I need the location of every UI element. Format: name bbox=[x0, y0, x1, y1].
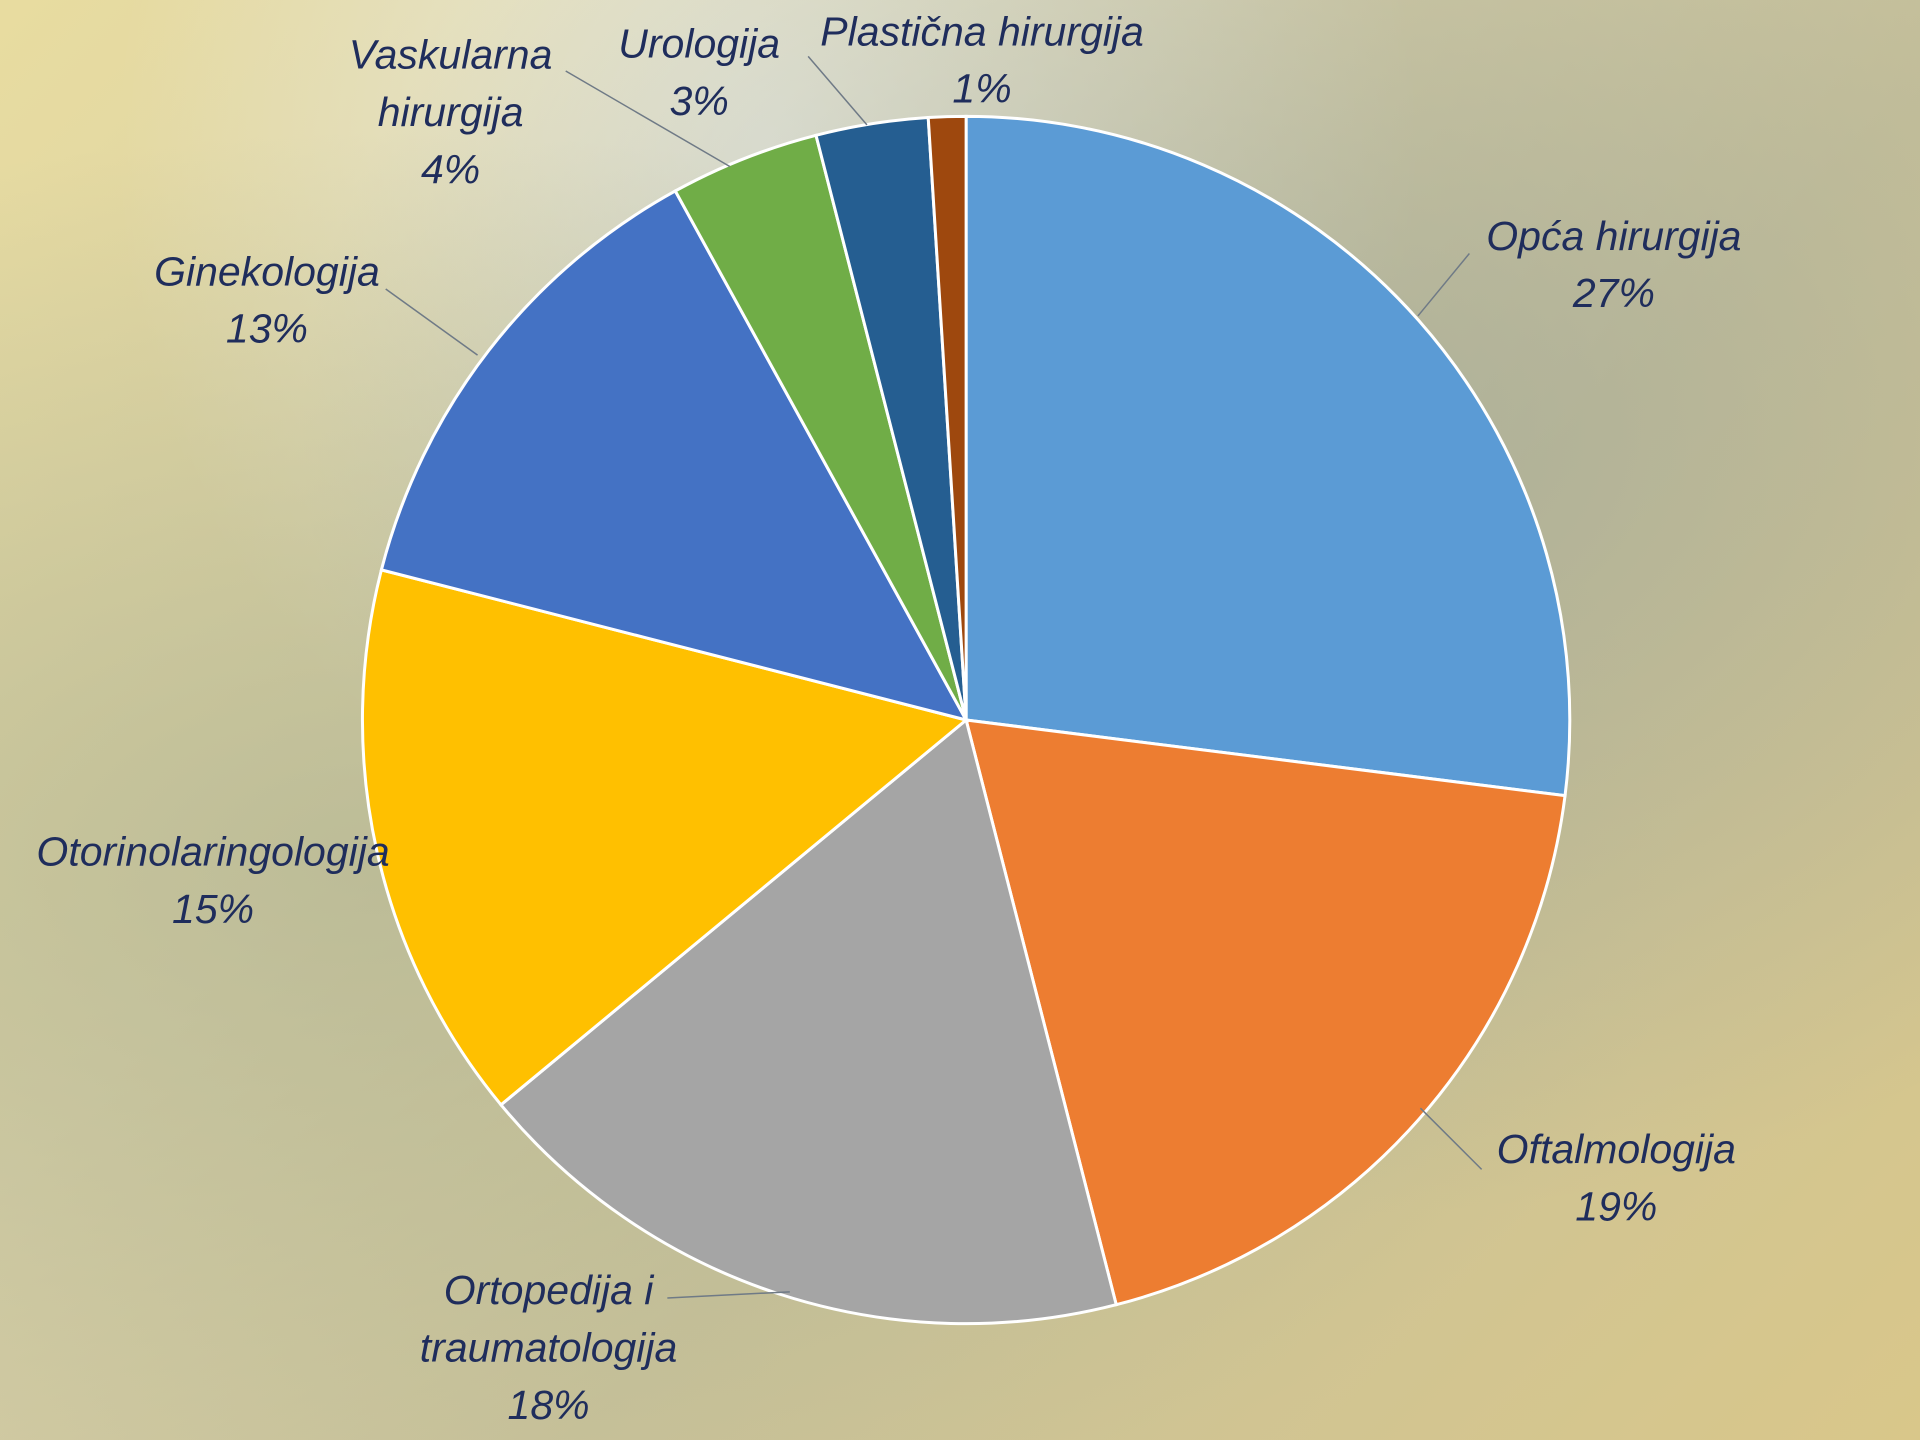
label-line: Ortopedija i bbox=[444, 1267, 656, 1313]
category-label: Ginekologija bbox=[154, 248, 380, 294]
label-line: Vaskularna bbox=[349, 31, 553, 77]
label-line: traumatologija bbox=[420, 1324, 678, 1370]
pie-slice bbox=[926, 114, 968, 721]
value-label: 18% bbox=[508, 1382, 590, 1428]
pie-slice bbox=[964, 718, 1567, 1307]
category-label: Ortopedija i traumatologija bbox=[420, 1267, 678, 1371]
leader-line bbox=[1417, 252, 1470, 317]
category-label: Urologija bbox=[618, 20, 780, 66]
value-label: 4% bbox=[421, 146, 480, 192]
value-label: 13% bbox=[226, 306, 308, 352]
leader-line bbox=[385, 288, 478, 356]
leader-line bbox=[565, 70, 731, 168]
leader-line bbox=[667, 1291, 790, 1299]
pie-slice bbox=[361, 568, 970, 1107]
label-line: Urologija bbox=[618, 20, 780, 66]
category-label: Oftalmologija bbox=[1497, 1126, 1736, 1172]
leader-line bbox=[1419, 1107, 1483, 1170]
category-label: Plastična hirurgija bbox=[820, 8, 1144, 54]
value-label: 27% bbox=[1572, 270, 1655, 316]
pie-slice bbox=[379, 188, 970, 723]
label-line: Ginekologija bbox=[154, 248, 380, 294]
label-line: Plastična hirurgija bbox=[820, 8, 1144, 54]
category-label: Vaskularna hirurgija bbox=[349, 31, 553, 135]
value-label: 1% bbox=[952, 66, 1011, 112]
category-label: Opća hirurgija bbox=[1486, 213, 1741, 259]
pie-slice bbox=[964, 114, 1572, 798]
label-line: Otorinolaringologija bbox=[36, 829, 389, 875]
value-label: 19% bbox=[1575, 1184, 1657, 1230]
label-line: Oftalmologija bbox=[1497, 1126, 1736, 1172]
label-line: hirurgija bbox=[378, 89, 524, 135]
label-line: Opća hirurgija bbox=[1486, 213, 1741, 259]
value-label: 15% bbox=[172, 886, 254, 932]
pie-slice bbox=[498, 717, 1119, 1326]
leader-line bbox=[807, 55, 868, 126]
category-label: Otorinolaringologija bbox=[36, 829, 389, 875]
value-label: 3% bbox=[670, 78, 729, 124]
